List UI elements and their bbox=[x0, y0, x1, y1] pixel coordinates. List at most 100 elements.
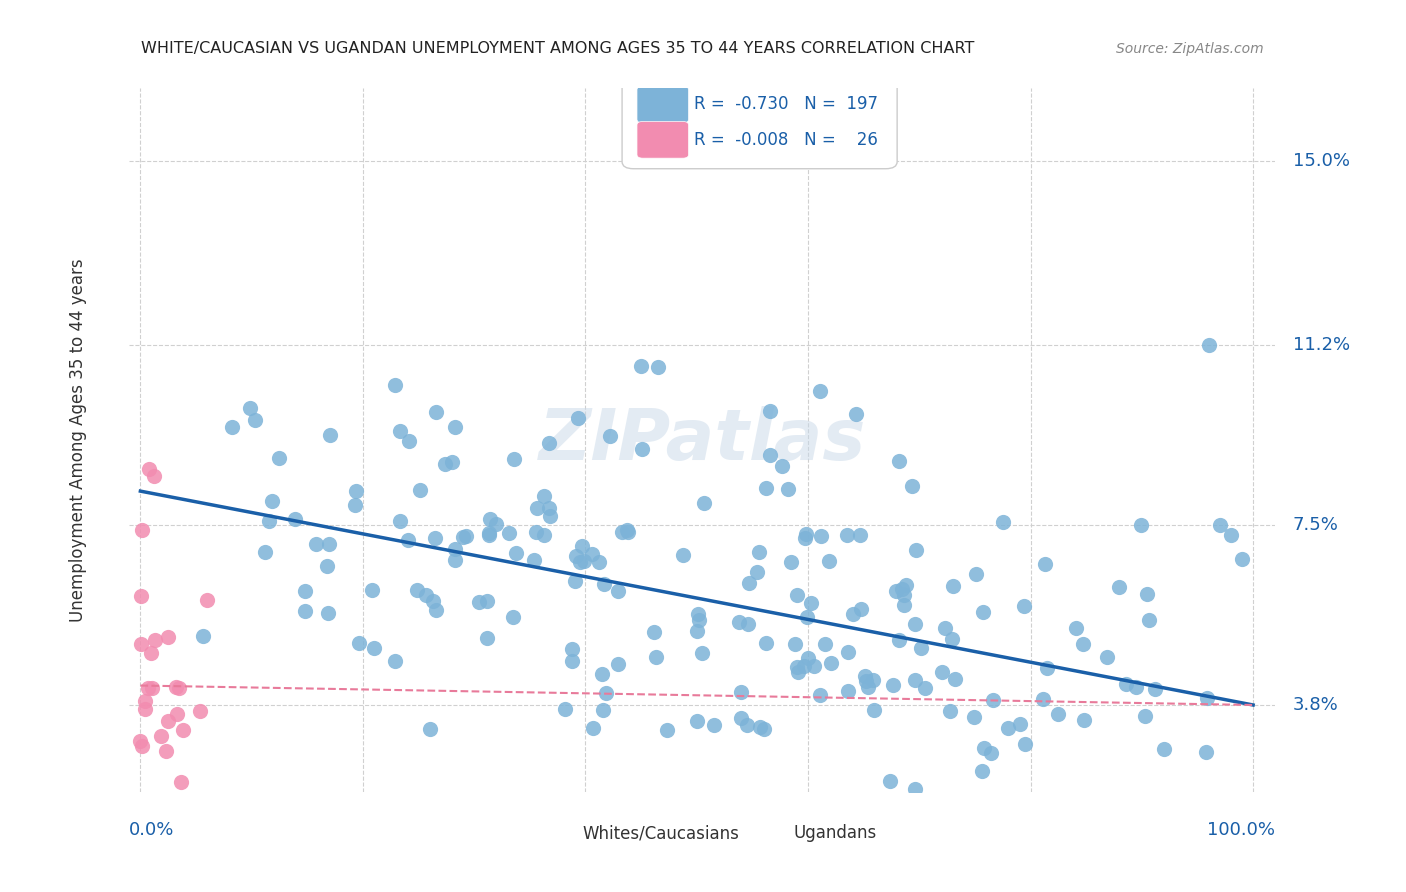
Point bbox=[564, 574, 586, 588]
Point bbox=[167, 681, 190, 696]
Point bbox=[148, 797, 170, 812]
Point bbox=[972, 605, 994, 619]
Point bbox=[853, 668, 876, 682]
Point bbox=[820, 656, 842, 670]
Point bbox=[738, 575, 761, 590]
Point bbox=[406, 583, 429, 598]
Point bbox=[344, 484, 367, 499]
Point bbox=[1046, 706, 1069, 721]
Point bbox=[388, 424, 411, 438]
Point bbox=[800, 596, 823, 610]
Point bbox=[862, 703, 884, 717]
Point bbox=[131, 637, 153, 651]
Point bbox=[305, 536, 328, 550]
Point bbox=[856, 680, 879, 694]
Point bbox=[344, 499, 367, 513]
Point bbox=[759, 404, 782, 418]
Point bbox=[849, 528, 872, 542]
Point bbox=[524, 525, 547, 540]
Point bbox=[1198, 338, 1220, 352]
Point bbox=[887, 632, 910, 647]
Point bbox=[134, 701, 156, 715]
Point bbox=[190, 704, 212, 718]
Point bbox=[1129, 517, 1152, 532]
Point bbox=[842, 607, 865, 621]
Point bbox=[444, 420, 467, 434]
Point bbox=[318, 536, 340, 550]
Point bbox=[444, 542, 467, 557]
Point bbox=[581, 547, 603, 561]
Point bbox=[384, 378, 406, 392]
Point bbox=[259, 514, 281, 528]
Point bbox=[748, 720, 770, 734]
Text: ZIPatlas: ZIPatlas bbox=[538, 406, 866, 475]
Point bbox=[591, 667, 613, 681]
Point bbox=[538, 436, 561, 450]
Point bbox=[505, 546, 527, 560]
Point bbox=[478, 527, 501, 541]
Point bbox=[1095, 650, 1118, 665]
Point bbox=[606, 657, 628, 671]
Point bbox=[150, 729, 173, 743]
Point bbox=[837, 645, 859, 659]
Point bbox=[502, 610, 524, 624]
Point bbox=[617, 524, 640, 539]
Point bbox=[894, 578, 917, 592]
Point bbox=[599, 428, 621, 442]
Point bbox=[606, 584, 628, 599]
Point bbox=[728, 615, 751, 630]
Point bbox=[425, 602, 447, 616]
Point bbox=[939, 704, 962, 718]
Point bbox=[787, 665, 810, 680]
Point bbox=[914, 681, 936, 696]
Point bbox=[1115, 677, 1137, 691]
Point bbox=[316, 558, 339, 573]
Point bbox=[456, 529, 478, 543]
Point bbox=[630, 442, 652, 457]
Point bbox=[134, 694, 156, 708]
Text: WHITE/CAUCASIAN VS UGANDAN UNEMPLOYMENT AMONG AGES 35 TO 44 YEARS CORRELATION CH: WHITE/CAUCASIAN VS UGANDAN UNEMPLOYMENT … bbox=[141, 41, 974, 56]
Point bbox=[129, 734, 152, 748]
Point bbox=[294, 583, 316, 598]
Point bbox=[262, 494, 284, 508]
Point bbox=[963, 710, 986, 724]
Point bbox=[965, 566, 987, 581]
Point bbox=[993, 515, 1015, 529]
Point bbox=[141, 681, 163, 695]
Point bbox=[254, 545, 277, 559]
Point bbox=[980, 746, 1002, 760]
Point bbox=[593, 576, 616, 591]
Point bbox=[1125, 680, 1147, 694]
Point bbox=[735, 718, 758, 732]
Point bbox=[561, 642, 583, 657]
Point bbox=[440, 455, 463, 469]
Point bbox=[478, 526, 501, 541]
Point bbox=[533, 528, 555, 542]
Text: 3.8%: 3.8% bbox=[1292, 696, 1339, 714]
Point bbox=[747, 565, 769, 579]
Point bbox=[139, 646, 162, 660]
Point bbox=[1219, 528, 1241, 542]
Point bbox=[319, 428, 342, 442]
Point bbox=[984, 809, 1007, 823]
Point bbox=[672, 548, 695, 562]
Point bbox=[690, 646, 713, 660]
Point bbox=[1108, 580, 1130, 594]
Point bbox=[845, 407, 868, 421]
Point bbox=[686, 624, 709, 638]
Point bbox=[931, 665, 953, 680]
Point bbox=[478, 512, 501, 526]
Point bbox=[269, 451, 291, 466]
Point bbox=[582, 721, 605, 735]
Point bbox=[891, 582, 914, 596]
Point bbox=[808, 688, 831, 702]
Point bbox=[797, 650, 820, 665]
Point bbox=[1136, 587, 1159, 601]
Point bbox=[893, 588, 915, 602]
Point bbox=[453, 530, 475, 544]
Point bbox=[981, 693, 1004, 707]
Point bbox=[1073, 713, 1095, 727]
Point bbox=[498, 525, 520, 540]
Point bbox=[316, 606, 339, 620]
FancyBboxPatch shape bbox=[749, 820, 790, 848]
